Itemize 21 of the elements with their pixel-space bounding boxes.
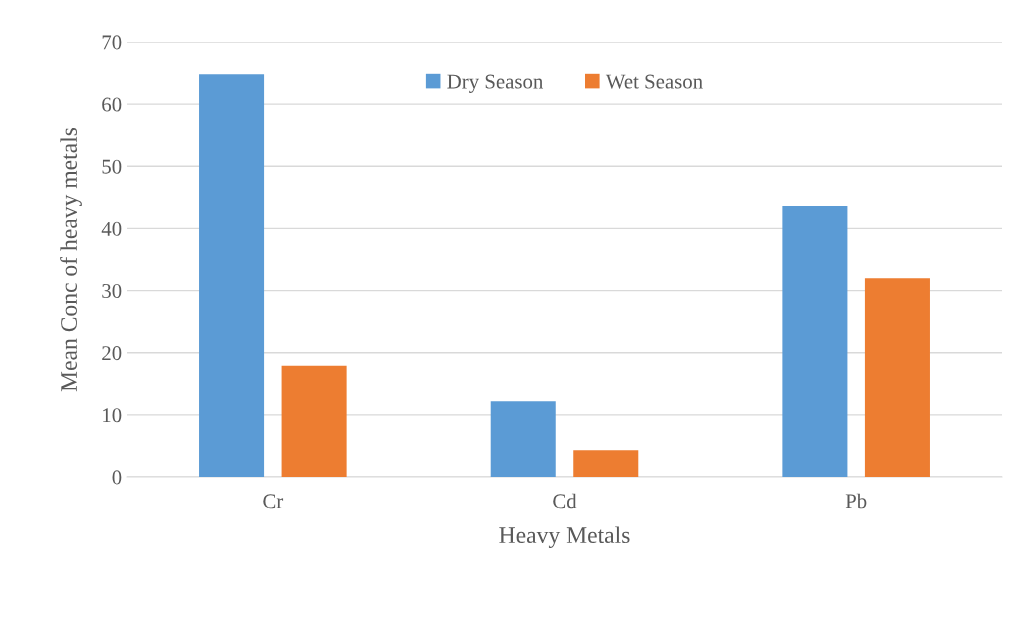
bar	[281, 365, 347, 477]
bar	[573, 450, 639, 477]
y-tick-label: 60	[102, 97, 122, 112]
bar	[782, 206, 848, 477]
x-tick-label: Cr	[263, 494, 284, 509]
x-axis-title: Heavy Metals	[499, 526, 630, 548]
y-tick-label: 30	[102, 283, 122, 298]
y-axis-title: Mean Conc of heavy metals	[60, 127, 82, 392]
y-tick-label: 0	[112, 470, 122, 485]
legend-label: Wet Season	[605, 74, 703, 89]
y-tick-label: 40	[101, 221, 122, 236]
bar	[864, 278, 930, 477]
x-tick-label: Pb	[845, 493, 867, 509]
legend-label: Dry Season	[447, 74, 544, 93]
bar	[490, 401, 556, 477]
x-tick-label: Cd	[553, 493, 577, 509]
y-tick-label: 10	[103, 408, 122, 423]
y-tick-label: 50	[102, 159, 122, 174]
y-tick-label: 20	[102, 346, 122, 361]
bar	[199, 74, 265, 477]
y-tick-label: 70	[102, 35, 122, 50]
